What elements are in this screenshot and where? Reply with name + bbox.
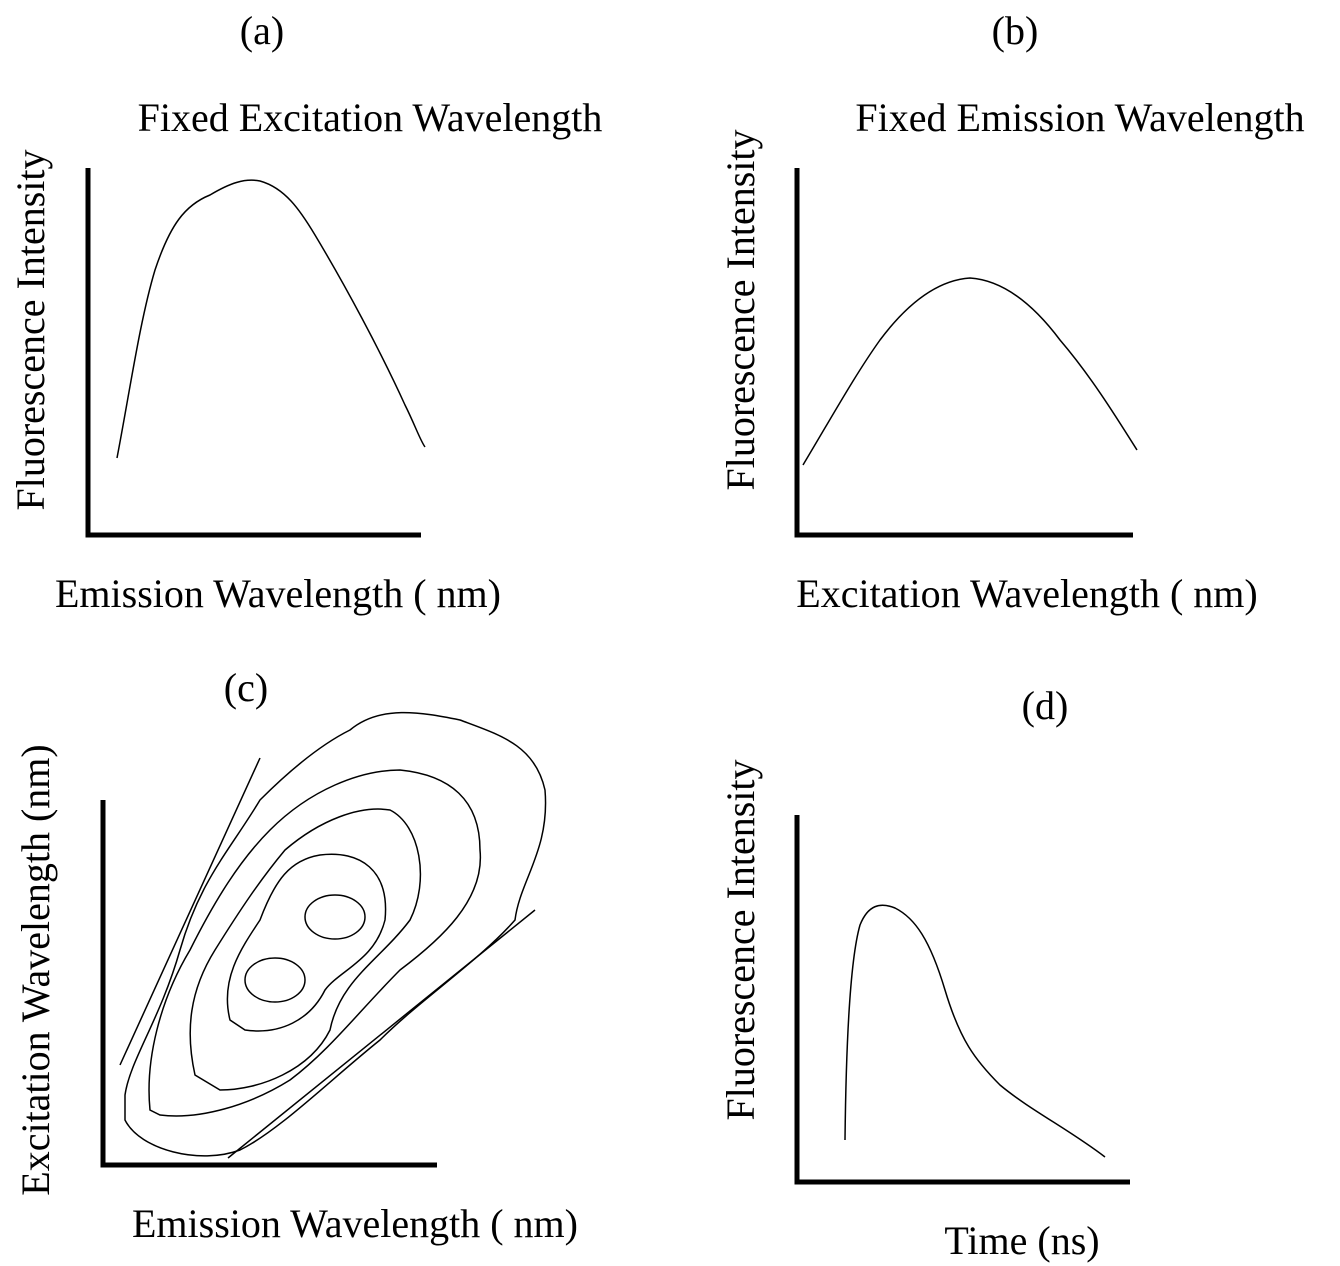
x-axis-label: Emission Wavelength ( nm) <box>55 571 501 616</box>
contour <box>189 808 422 1091</box>
x-axis-label: Excitation Wavelength ( nm) <box>796 571 1257 616</box>
axes <box>85 168 421 538</box>
y-axis-label: Excitation Wavelength (nm) <box>13 744 58 1195</box>
panel-label: (d) <box>1022 683 1069 728</box>
contour <box>124 711 547 1157</box>
panel-label: (b) <box>992 8 1039 53</box>
y-axis-label: Fluorescence Intensity <box>8 150 53 511</box>
axes <box>794 815 1130 1185</box>
contour <box>148 769 482 1117</box>
contour <box>226 853 387 1032</box>
x-axis-label: Time (ns) <box>944 1218 1099 1263</box>
curve <box>116 179 426 459</box>
contour-peak <box>304 894 366 940</box>
y-axis-label: Fluorescence Intensity <box>718 760 763 1121</box>
panel-label: (c) <box>224 665 268 710</box>
panel-b: (b) Fixed Emission Wavelength Fluorescen… <box>718 8 1305 616</box>
panel-d: (d) Fluorescence Intensity Time (ns) <box>718 683 1130 1263</box>
axes <box>794 168 1133 538</box>
boundary-line <box>119 757 261 1066</box>
curve <box>844 904 1106 1158</box>
panel-c: (c) Excitation Wavelength (nm) Emission … <box>13 665 578 1246</box>
x-axis-label: Emission Wavelength ( nm) <box>132 1201 578 1246</box>
y-axis-label: Fluorescence Intensity <box>718 130 763 491</box>
panel-title: Fixed Excitation Wavelength <box>138 95 603 140</box>
panel-title: Fixed Emission Wavelength <box>855 95 1304 140</box>
axes <box>100 800 437 1168</box>
panel-label: (a) <box>240 8 284 53</box>
curve <box>802 277 1138 466</box>
panel-a: (a) Fixed Excitation Wavelength Fluoresc… <box>8 8 602 616</box>
contour-peak <box>244 957 306 1003</box>
